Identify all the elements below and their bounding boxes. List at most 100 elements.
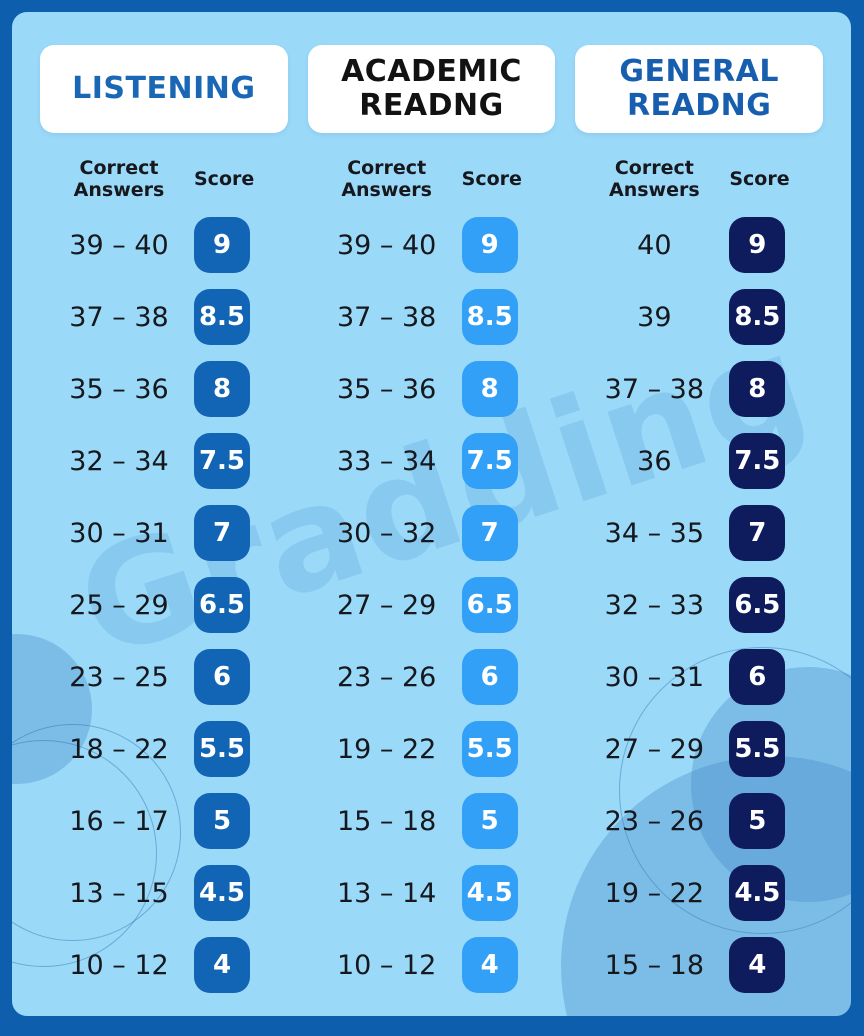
score-badge: 9 (194, 217, 250, 273)
correct-answers-value: 35 – 36 (69, 373, 169, 405)
correct-answers-value: 30 – 31 (69, 517, 169, 549)
score-badge: 8.5 (194, 289, 250, 345)
score-badge: 9 (461, 217, 518, 273)
table-row: 33 – 34 7.5 (298, 425, 566, 497)
table-row: 23 – 26 5 (565, 785, 833, 857)
score-header: Score (461, 168, 522, 190)
table-row: 30 – 31 7 (30, 497, 298, 569)
score-badge: 6 (729, 649, 786, 705)
correct-answers-value: 19 – 22 (336, 733, 437, 765)
correct-answers-value: 27 – 29 (604, 733, 705, 765)
score-header: Score (194, 168, 255, 190)
score-badge: 4 (461, 937, 518, 993)
correct-answers-value: 30 – 32 (336, 517, 437, 549)
table-row: 30 – 32 7 (298, 497, 566, 569)
table-rows: 39 – 40 9 37 – 38 8.5 35 – 36 8 32 – 34 7.5 30 –… (30, 209, 298, 1001)
score-badge: 9 (729, 217, 786, 273)
table-row: 40 9 (565, 209, 833, 281)
table-row: 34 – 35 7 (565, 497, 833, 569)
score-badge: 6.5 (461, 577, 518, 633)
correct-answers-value: 23 – 25 (69, 661, 169, 693)
correct-answers-header: Correct Answers (341, 156, 432, 201)
table-row: 19 – 22 5.5 (298, 713, 566, 785)
correct-answers-value: 35 – 36 (336, 373, 437, 405)
correct-answers-value: 39 (637, 301, 672, 333)
correct-answers-value: 19 – 22 (604, 877, 705, 909)
score-badge: 6 (194, 649, 250, 705)
table-row: 30 – 31 6 (565, 641, 833, 713)
correct-answers-value: 39 – 40 (69, 229, 169, 261)
table-row: 15 – 18 5 (298, 785, 566, 857)
section-title: ACADEMIC READNG (341, 54, 522, 123)
poster-background: Gradding LISTENING Correct Answers Score… (12, 12, 851, 1016)
table-row: 18 – 22 5.5 (30, 713, 298, 785)
score-badge: 5.5 (194, 721, 250, 777)
table-row: 35 – 36 8 (298, 353, 566, 425)
table-row: 13 – 14 4.5 (298, 857, 566, 929)
score-badge: 6 (461, 649, 518, 705)
score-badge: 4.5 (729, 865, 786, 921)
correct-answers-value: 37 – 38 (69, 301, 169, 333)
table-row: 19 – 22 4.5 (565, 857, 833, 929)
score-badge: 4 (729, 937, 786, 993)
score-badge: 8.5 (461, 289, 518, 345)
table-row: 23 – 26 6 (298, 641, 566, 713)
table-row: 25 – 29 6.5 (30, 569, 298, 641)
column-headers: Correct Answers Score (298, 149, 566, 209)
score-header: Score (729, 168, 790, 190)
correct-answers-value: 10 – 12 (336, 949, 437, 981)
score-badge: 5.5 (461, 721, 518, 777)
section-listening: LISTENING Correct Answers Score 39 – 40 9… (30, 12, 298, 1016)
score-badge: 7 (729, 505, 786, 561)
section-title-card: GENERAL READNG (575, 45, 824, 133)
score-badge: 5 (461, 793, 518, 849)
table-row: 39 – 40 9 (298, 209, 566, 281)
score-badge: 5 (194, 793, 250, 849)
score-badge: 6.5 (194, 577, 250, 633)
column-headers: Correct Answers Score (565, 149, 833, 209)
table-row: 37 – 38 8.5 (30, 281, 298, 353)
score-table-columns: LISTENING Correct Answers Score 39 – 40 9… (12, 12, 851, 1016)
score-badge: 8.5 (729, 289, 786, 345)
section-title: GENERAL READNG (619, 54, 779, 123)
table-row: 10 – 12 4 (298, 929, 566, 1001)
correct-answers-value: 33 – 34 (336, 445, 437, 477)
table-rows: 40 9 39 8.5 37 – 38 8 36 7.5 34 – 35 7 32 – 33 6.5 3… (565, 209, 833, 1001)
correct-answers-value: 23 – 26 (604, 805, 705, 837)
correct-answers-value: 25 – 29 (69, 589, 169, 621)
correct-answers-value: 18 – 22 (69, 733, 169, 765)
table-row: 39 8.5 (565, 281, 833, 353)
score-badge: 7 (194, 505, 250, 561)
score-badge: 4.5 (194, 865, 250, 921)
table-row: 32 – 33 6.5 (565, 569, 833, 641)
column-headers: Correct Answers Score (30, 149, 298, 209)
table-row: 15 – 18 4 (565, 929, 833, 1001)
table-row: 27 – 29 6.5 (298, 569, 566, 641)
score-badge: 6.5 (729, 577, 786, 633)
section-title: LISTENING (72, 71, 256, 107)
table-rows: 39 – 40 9 37 – 38 8.5 35 – 36 8 33 – 34 7.5 30 –… (298, 209, 566, 1001)
correct-answers-value: 27 – 29 (336, 589, 437, 621)
score-badge: 8 (729, 361, 786, 417)
table-row: 16 – 17 5 (30, 785, 298, 857)
section-academic-reading: ACADEMIC READNG Correct Answers Score 39… (298, 12, 566, 1016)
score-badge: 7.5 (729, 433, 786, 489)
correct-answers-value: 30 – 31 (604, 661, 705, 693)
table-row: 10 – 12 4 (30, 929, 298, 1001)
correct-answers-value: 36 (637, 445, 672, 477)
section-general-reading: GENERAL READNG Correct Answers Score 40 9… (565, 12, 833, 1016)
correct-answers-value: 10 – 12 (69, 949, 169, 981)
score-badge: 7.5 (194, 433, 250, 489)
score-badge: 4.5 (461, 865, 518, 921)
score-badge: 8 (194, 361, 250, 417)
score-badge: 4 (194, 937, 250, 993)
table-row: 35 – 36 8 (30, 353, 298, 425)
section-title-card: LISTENING (40, 45, 288, 133)
score-badge: 8 (461, 361, 518, 417)
section-title-card: ACADEMIC READNG (307, 45, 556, 133)
score-badge: 7.5 (461, 433, 518, 489)
table-row: 36 7.5 (565, 425, 833, 497)
score-badge: 5 (729, 793, 786, 849)
table-row: 32 – 34 7.5 (30, 425, 298, 497)
